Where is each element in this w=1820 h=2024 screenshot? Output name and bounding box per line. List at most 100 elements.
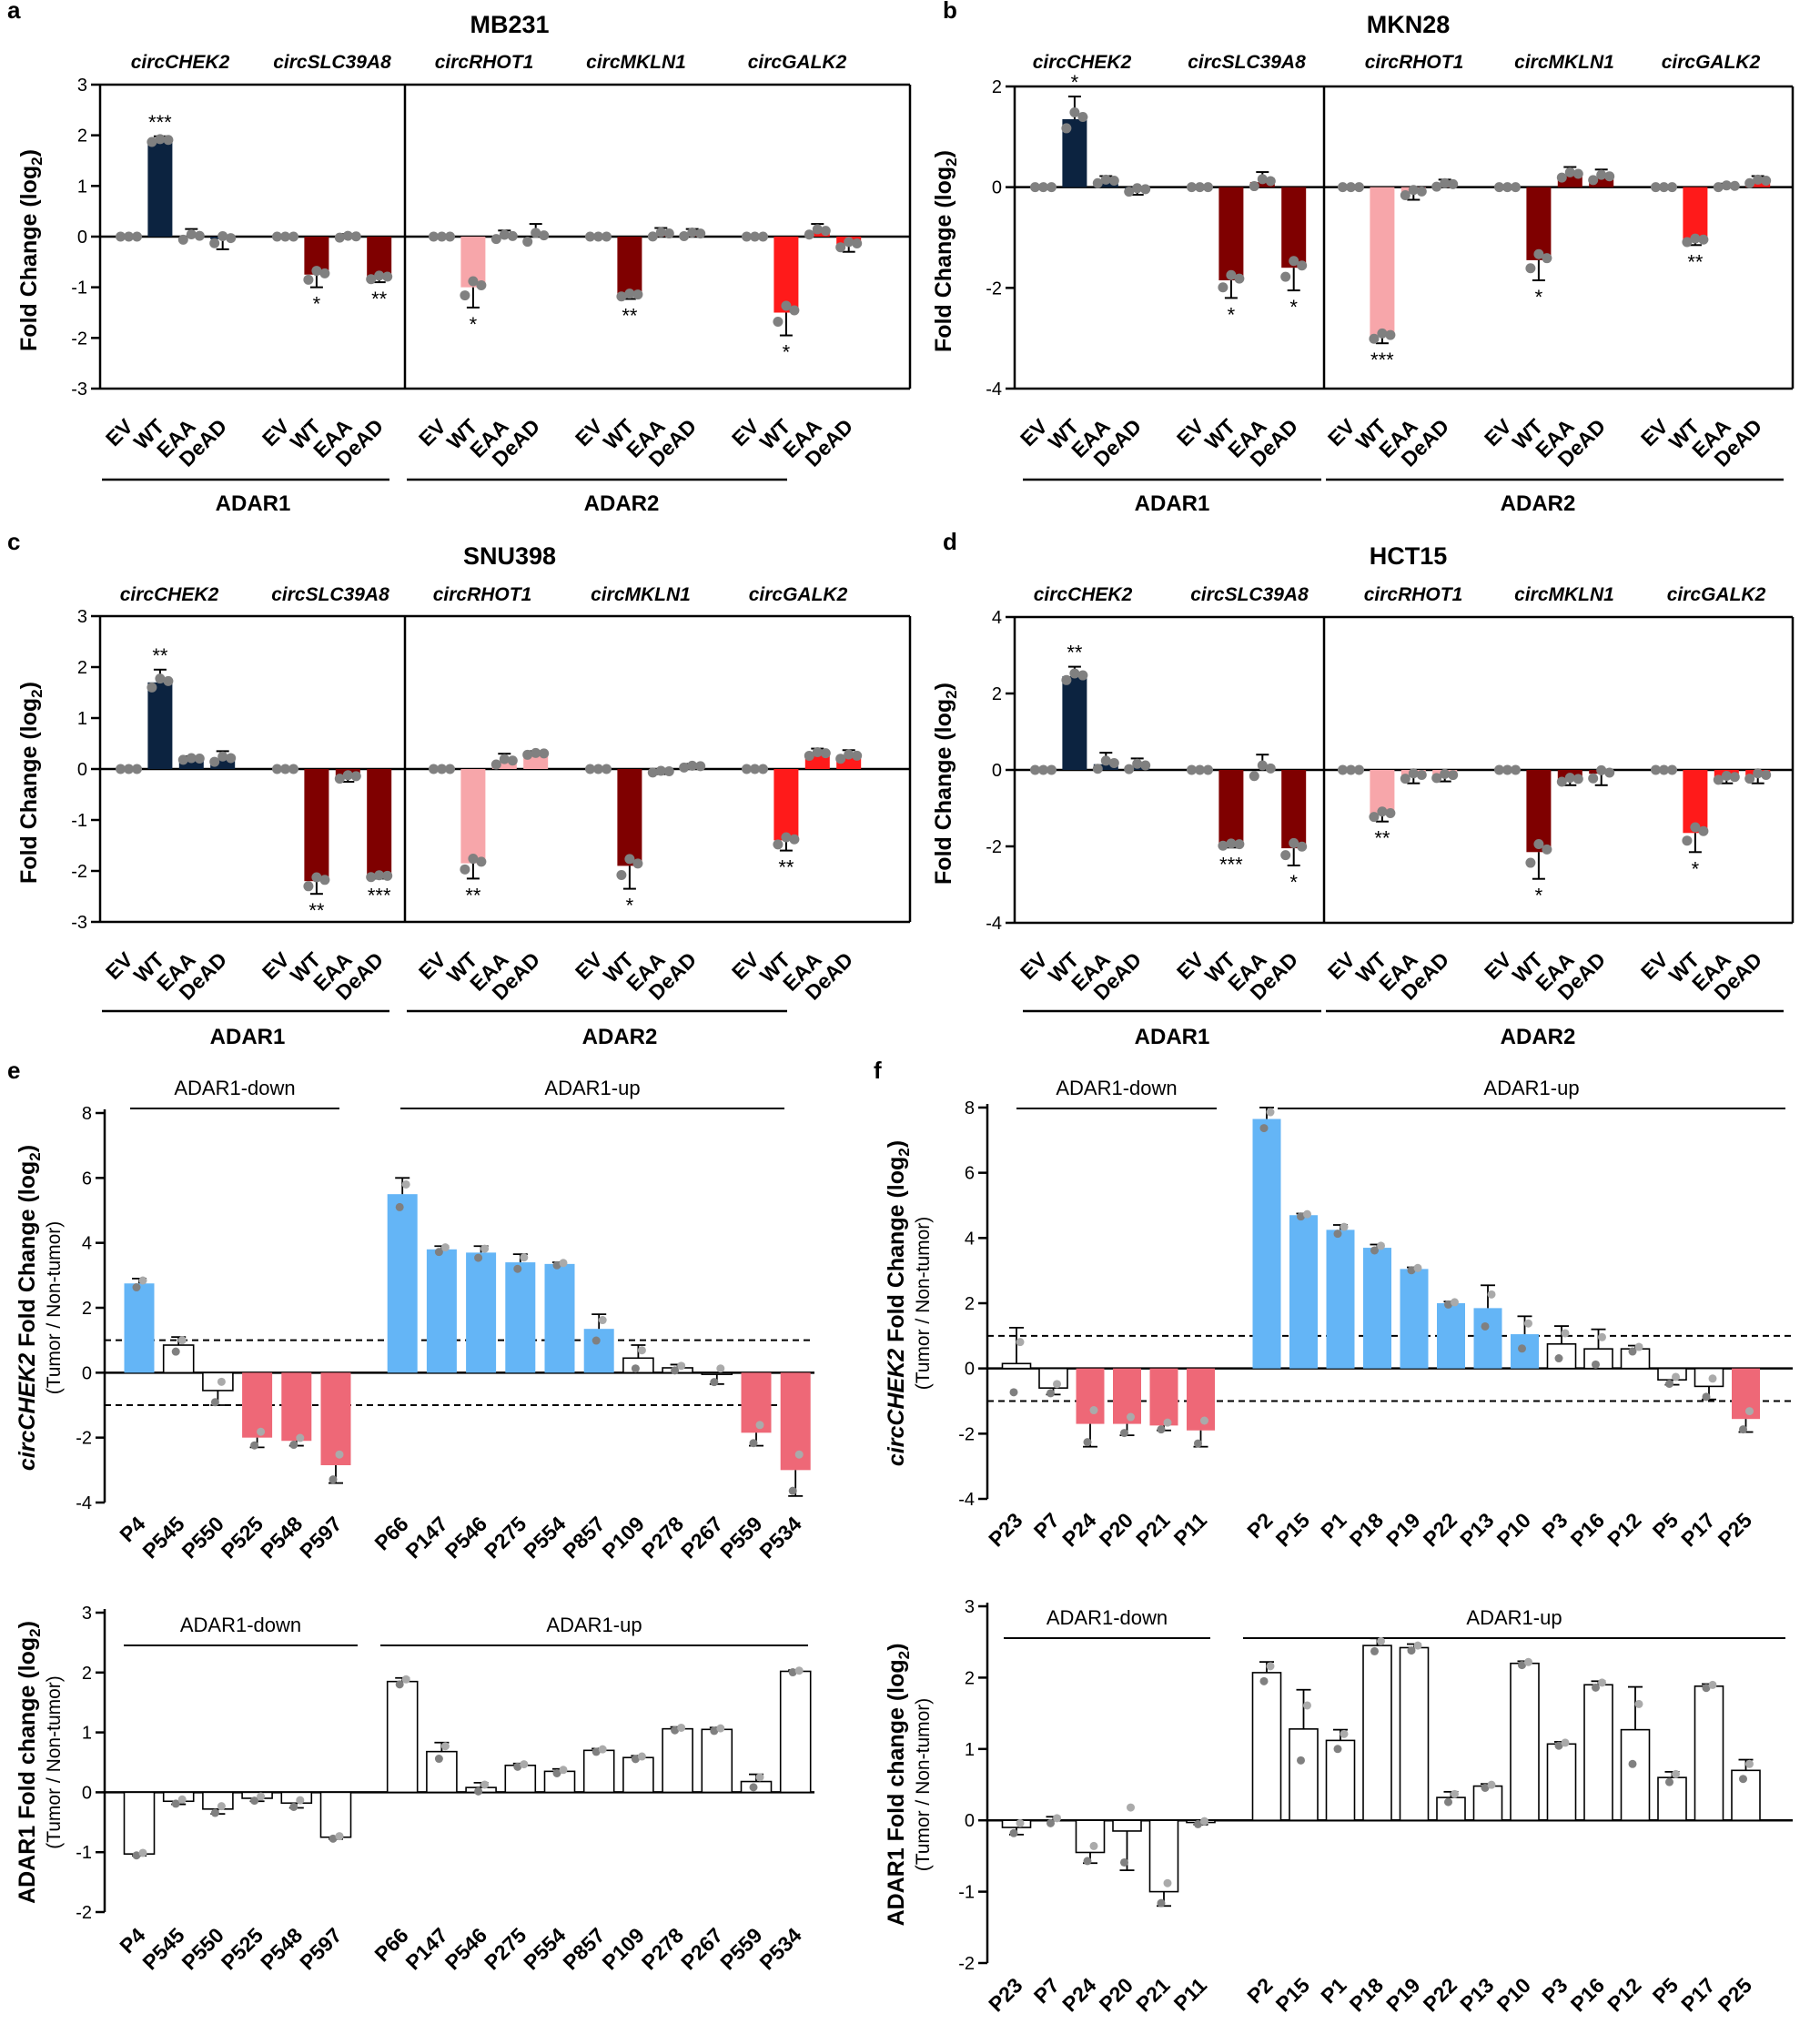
data-point: [1665, 1380, 1673, 1389]
data-point: [1297, 841, 1308, 852]
y-tick-label: 2: [77, 658, 87, 678]
data-point: [679, 230, 690, 241]
y-axis-subtitle: (Tumor / Non-tumor): [44, 1221, 65, 1395]
data-point: [1163, 1878, 1172, 1887]
data-point: [132, 1283, 141, 1292]
data-point: [1448, 178, 1459, 189]
data-point: [1289, 256, 1299, 267]
data-point: [1385, 329, 1396, 340]
data-point: [1053, 1380, 1061, 1389]
data-point: [1753, 768, 1764, 779]
y-tick-label: 3: [965, 1597, 975, 1617]
data-point: [1257, 174, 1268, 185]
gene-header: circGALK2: [748, 52, 847, 73]
data-point: [1226, 269, 1237, 280]
data-point: [429, 231, 439, 242]
data-point: [637, 1752, 646, 1761]
x-tick-label: P21: [1131, 1508, 1174, 1551]
significance-star: *: [783, 341, 791, 364]
data-point: [1120, 1857, 1128, 1867]
data-point: [171, 1347, 180, 1356]
data-point: [319, 268, 330, 278]
data-point: [1682, 835, 1693, 846]
data-point: [474, 1253, 483, 1262]
data-point: [1744, 774, 1755, 784]
data-point: [1721, 180, 1732, 191]
y-axis-label: circCHEK2 Fold Change (log2)(Tumor / Non…: [884, 1140, 934, 1466]
data-point: [513, 1762, 522, 1771]
data-point: [374, 870, 385, 881]
data-point: [1440, 177, 1451, 188]
bar: [583, 1329, 614, 1373]
data-point: [319, 875, 330, 886]
data-point: [1266, 1662, 1275, 1671]
x-tick-label: EV: [1016, 414, 1053, 451]
data-point: [507, 230, 518, 241]
bar: [1526, 770, 1552, 853]
data-point: [1083, 1857, 1092, 1866]
panel-title: HCT15: [1370, 542, 1448, 570]
data-point: [1407, 1646, 1416, 1655]
data-point: [147, 682, 157, 693]
bar: [178, 758, 204, 769]
data-point: [804, 750, 814, 761]
x-tick-label: P15: [1271, 1973, 1314, 2016]
y-axis-title-close: ): [931, 683, 956, 690]
data-point: [1761, 769, 1772, 780]
x-tick-label: P278: [637, 1923, 689, 1975]
data-point: [1598, 1332, 1606, 1341]
y-axis-title-sub: 2: [26, 1152, 44, 1160]
gene-header: circCHEK2: [1033, 52, 1132, 73]
data-point: [334, 232, 345, 243]
y-axis-title-rest: Fold Change (log: [15, 1161, 40, 1353]
data-point: [1038, 764, 1048, 775]
significance-star: *: [313, 293, 321, 316]
data-point: [1092, 764, 1103, 774]
y-tick-label: 6: [965, 1164, 975, 1184]
y-axis-title-rest: Fold Change (log: [16, 698, 42, 884]
bar: [617, 237, 642, 296]
data-point: [311, 266, 322, 277]
x-tick-label: P10: [1492, 1973, 1535, 2016]
data-point: [1195, 182, 1205, 193]
data-point: [288, 764, 298, 774]
x-tick-label: P548: [256, 1512, 308, 1564]
data-point: [138, 1276, 147, 1285]
data-point: [1194, 1819, 1202, 1828]
data-point: [1203, 764, 1213, 775]
y-tick-label: 1: [965, 1740, 975, 1760]
data-point: [1132, 758, 1143, 769]
data-point: [1698, 234, 1709, 245]
bar: [1363, 1248, 1391, 1369]
data-point: [1200, 1817, 1208, 1826]
gene-header: circRHOT1: [1365, 52, 1464, 73]
y-tick-label: 2: [992, 684, 1002, 704]
data-point: [1009, 1388, 1018, 1397]
data-point: [1634, 1699, 1643, 1708]
panel-title: MKN28: [1367, 11, 1451, 38]
data-point: [602, 764, 612, 774]
x-tick-label: P2: [1242, 1973, 1277, 2008]
data-point: [445, 764, 455, 774]
y-axis-label: circCHEK2 Fold Change (log2)(Tumor / Non…: [15, 1145, 65, 1471]
y-axis-title-rest: Fold Change (log: [884, 1157, 909, 1349]
bar: [1093, 764, 1118, 770]
data-point: [1108, 175, 1119, 186]
data-point: [329, 1834, 338, 1843]
panel-letter: a: [7, 0, 21, 24]
y-tick-label: 1: [82, 1724, 92, 1744]
x-tick-label: EV: [101, 947, 138, 985]
x-tick-label: EV: [1480, 947, 1517, 985]
group-label: ADAR2: [582, 1025, 658, 1049]
data-point: [1140, 184, 1151, 195]
y-tick-label: 0: [82, 1783, 92, 1803]
y-tick-label: -1: [71, 278, 87, 299]
x-tick-label: P554: [519, 1512, 571, 1564]
y-axis-label: ADAR1 Fold change (log2)(Tumor / Non-tum…: [884, 1644, 934, 1927]
x-tick-label: EV: [727, 414, 764, 451]
x-tick-label: P20: [1095, 1508, 1138, 1551]
